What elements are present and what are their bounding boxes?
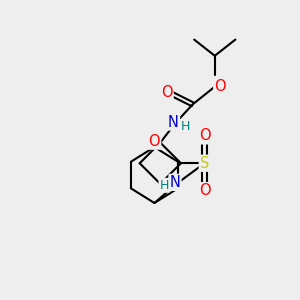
Text: S: S <box>200 156 209 171</box>
Text: N: N <box>168 115 179 130</box>
Text: N: N <box>169 175 181 190</box>
Text: O: O <box>148 134 160 149</box>
Text: H: H <box>181 120 190 133</box>
Text: O: O <box>214 79 226 94</box>
Text: O: O <box>161 85 172 100</box>
Text: H: H <box>159 179 169 192</box>
Text: O: O <box>199 183 210 198</box>
Text: O: O <box>199 128 210 143</box>
